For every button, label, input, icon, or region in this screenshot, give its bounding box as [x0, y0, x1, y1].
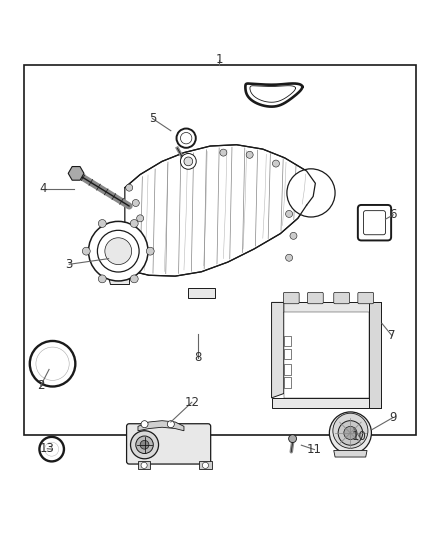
Polygon shape — [199, 462, 212, 469]
Circle shape — [202, 462, 208, 469]
Text: 4: 4 — [39, 182, 47, 195]
Circle shape — [329, 412, 371, 454]
Polygon shape — [272, 302, 381, 312]
FancyBboxPatch shape — [358, 292, 374, 304]
FancyBboxPatch shape — [127, 424, 211, 464]
Text: 8: 8 — [195, 351, 202, 364]
Circle shape — [344, 426, 357, 440]
Circle shape — [180, 154, 196, 169]
Circle shape — [272, 160, 279, 167]
Polygon shape — [272, 302, 284, 398]
Text: 10: 10 — [352, 430, 367, 443]
Polygon shape — [68, 166, 84, 180]
Polygon shape — [284, 377, 291, 388]
Circle shape — [184, 157, 193, 166]
Text: 13: 13 — [40, 442, 55, 455]
Circle shape — [97, 230, 139, 272]
Text: 11: 11 — [307, 443, 322, 456]
Polygon shape — [284, 312, 369, 398]
Circle shape — [286, 254, 293, 261]
FancyBboxPatch shape — [364, 211, 385, 235]
FancyBboxPatch shape — [307, 292, 323, 304]
Circle shape — [45, 442, 59, 456]
Circle shape — [132, 199, 139, 206]
Circle shape — [338, 421, 363, 445]
Circle shape — [141, 421, 148, 427]
Circle shape — [39, 437, 64, 462]
Text: 5: 5 — [149, 112, 156, 125]
Circle shape — [333, 413, 368, 448]
Bar — [24, 65, 416, 435]
Circle shape — [130, 275, 138, 283]
Circle shape — [137, 215, 144, 222]
Circle shape — [167, 421, 174, 427]
Polygon shape — [272, 398, 381, 408]
Text: 3: 3 — [66, 258, 73, 271]
Circle shape — [289, 435, 297, 442]
Circle shape — [126, 184, 133, 191]
FancyBboxPatch shape — [358, 205, 391, 240]
Circle shape — [287, 169, 335, 217]
Circle shape — [246, 151, 253, 158]
Polygon shape — [188, 288, 215, 298]
Circle shape — [146, 247, 154, 255]
Circle shape — [141, 462, 147, 469]
Circle shape — [131, 220, 138, 228]
Polygon shape — [334, 450, 367, 457]
Circle shape — [99, 220, 106, 228]
Text: 9: 9 — [389, 411, 397, 424]
Circle shape — [220, 149, 227, 156]
Polygon shape — [138, 462, 150, 469]
Circle shape — [290, 232, 297, 239]
Polygon shape — [245, 84, 302, 107]
Polygon shape — [284, 364, 291, 375]
Text: 12: 12 — [184, 396, 199, 409]
Circle shape — [30, 341, 75, 386]
FancyBboxPatch shape — [283, 292, 299, 304]
Polygon shape — [284, 349, 291, 359]
Text: 6: 6 — [389, 208, 397, 221]
Polygon shape — [114, 145, 315, 276]
Text: 1: 1 — [215, 53, 223, 66]
Circle shape — [136, 436, 153, 454]
Circle shape — [98, 275, 106, 283]
Text: 7: 7 — [388, 329, 396, 342]
Circle shape — [180, 133, 192, 144]
Polygon shape — [369, 302, 381, 408]
Circle shape — [140, 440, 149, 449]
Circle shape — [36, 347, 69, 381]
Polygon shape — [107, 273, 129, 284]
Circle shape — [88, 221, 148, 281]
Circle shape — [286, 211, 293, 217]
Text: 2: 2 — [37, 379, 45, 392]
FancyBboxPatch shape — [334, 292, 350, 304]
Polygon shape — [284, 336, 291, 346]
Circle shape — [177, 128, 196, 148]
Polygon shape — [138, 421, 184, 431]
Circle shape — [105, 238, 132, 264]
Circle shape — [82, 247, 90, 255]
Circle shape — [131, 431, 159, 459]
